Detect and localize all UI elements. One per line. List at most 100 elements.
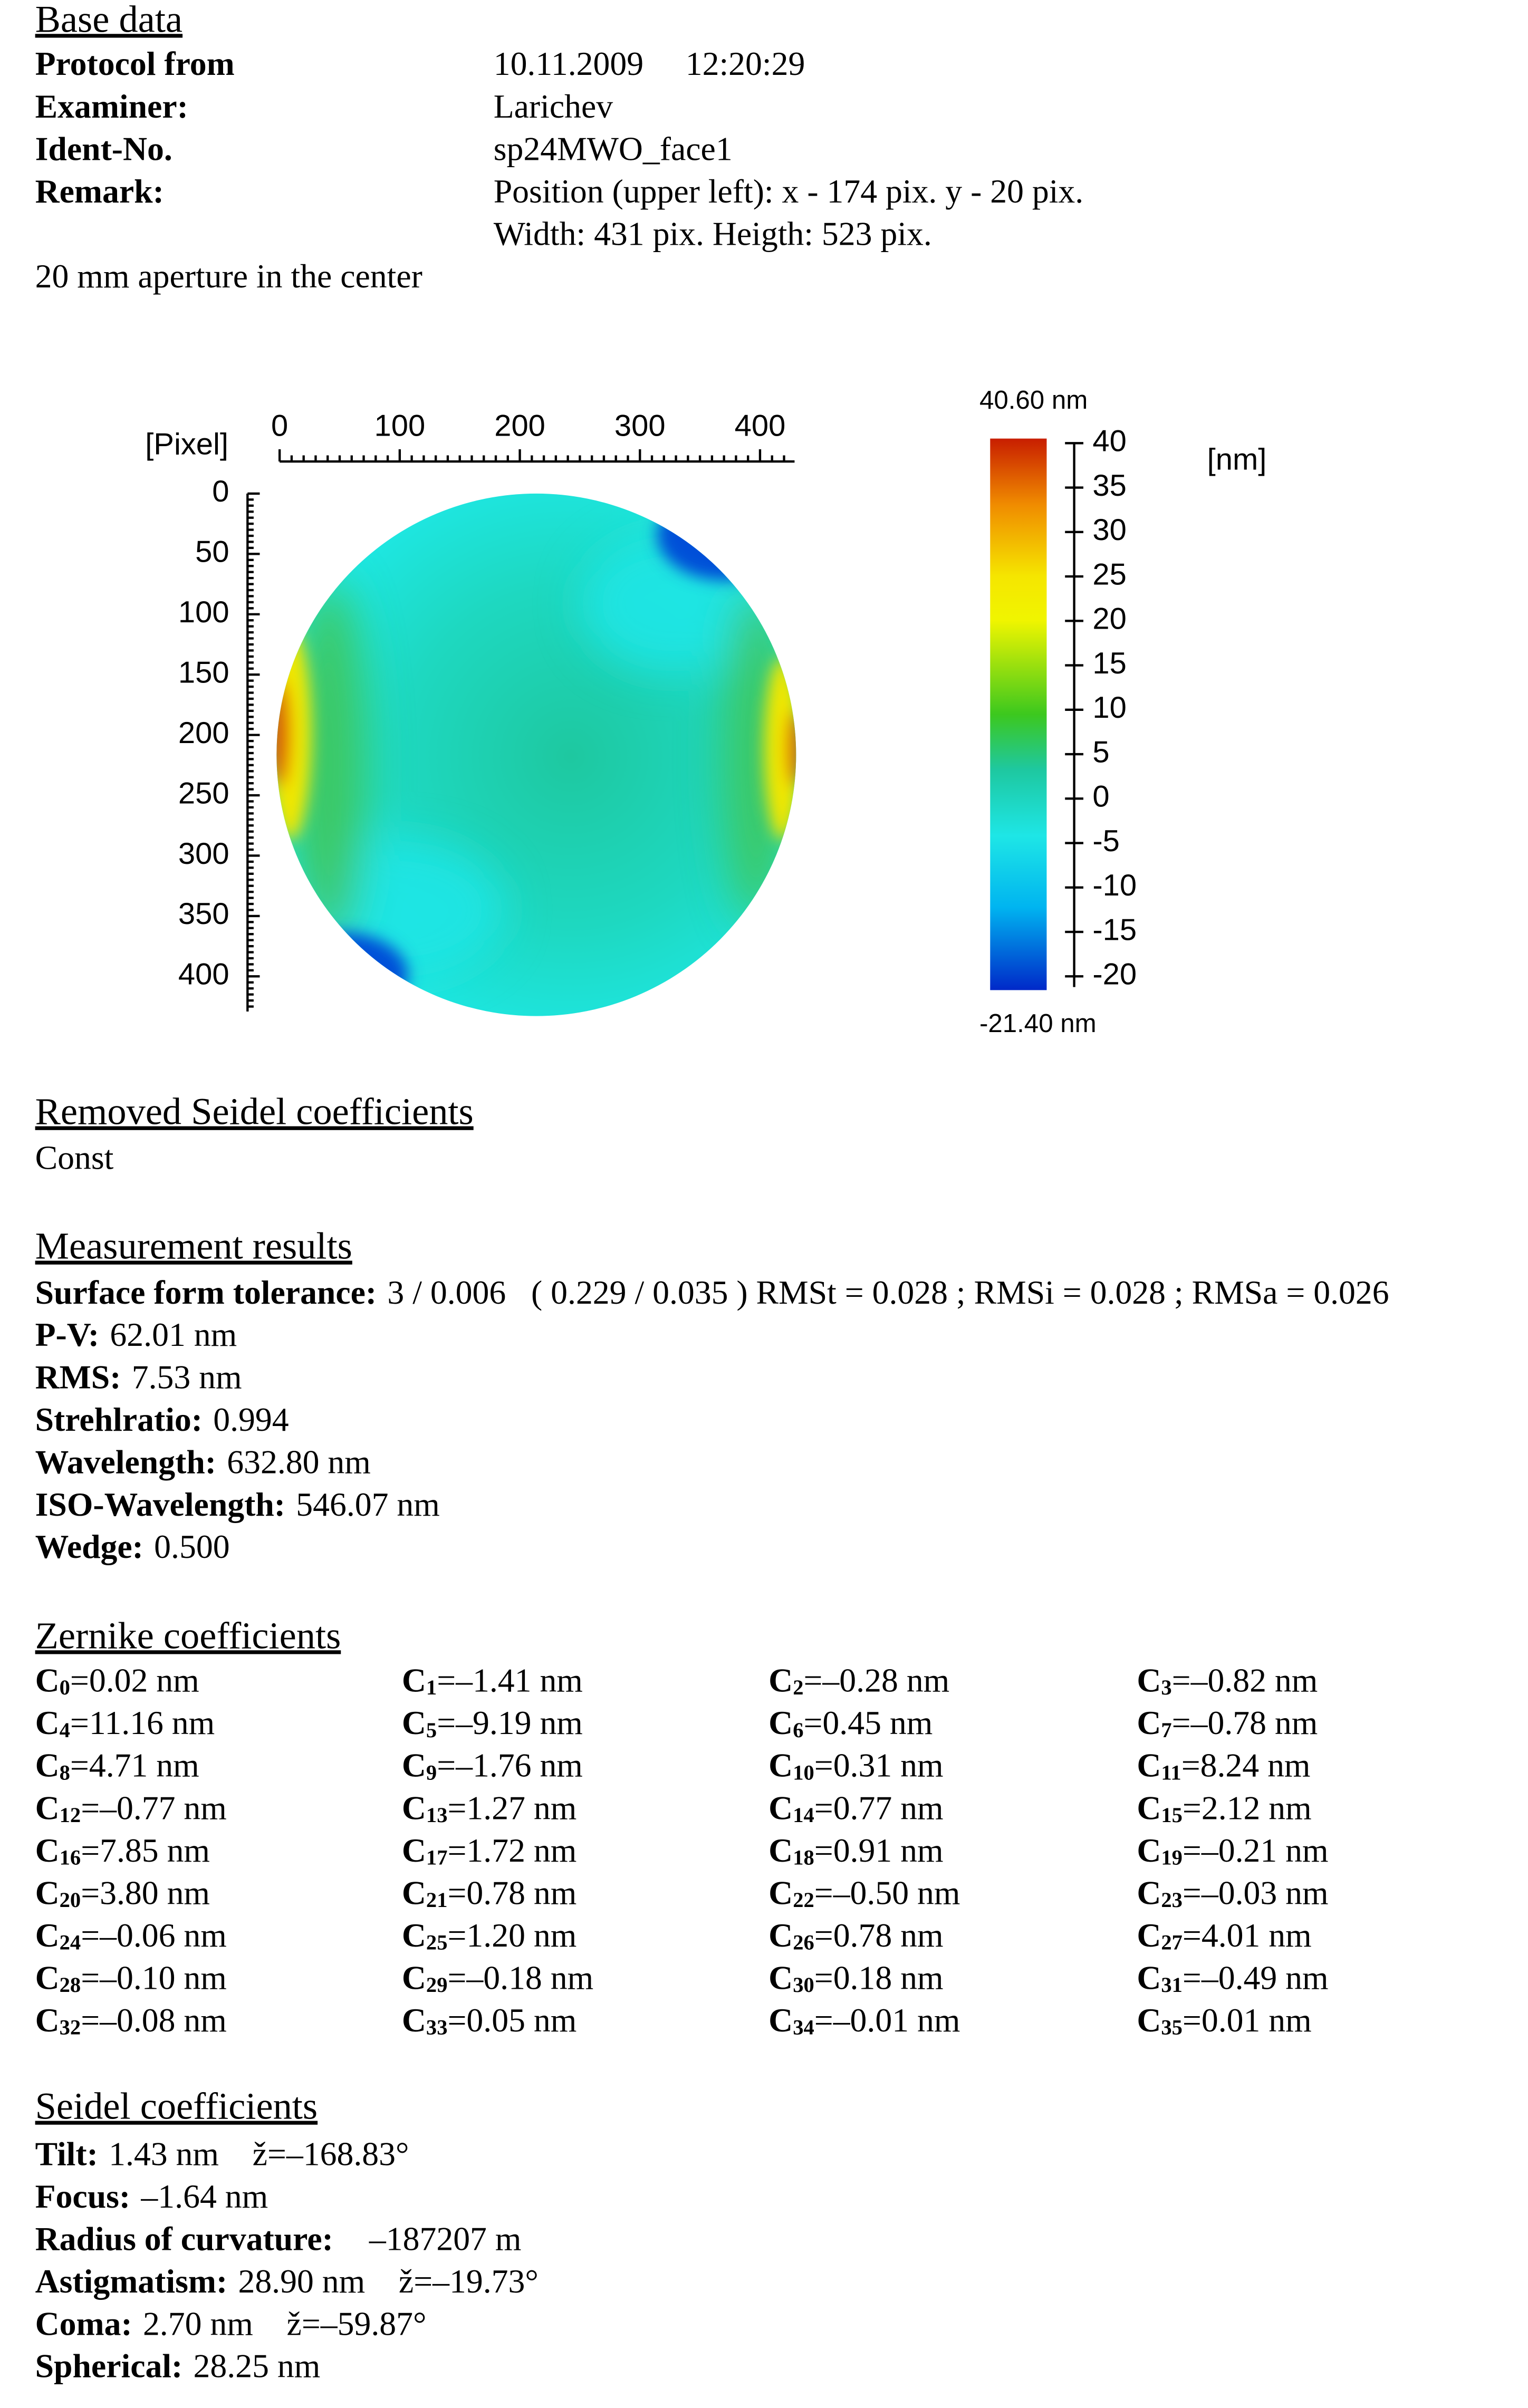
coefficient-index: 17 <box>426 1846 448 1870</box>
coefficient-value: =–1.41 nm <box>437 1661 583 1699</box>
coefficient-index: 31 <box>1161 1973 1183 1997</box>
removed-item: Const <box>35 1139 114 1177</box>
coefficient-symbol: C <box>35 1704 60 1741</box>
coefficient-value: =0.31 nm <box>814 1746 944 1784</box>
section-heading: Removed Seidel coefficients <box>35 1090 474 1133</box>
zernike-coefficient: C0=0.02 nm <box>35 1661 199 1699</box>
zernike-coefficient: C35=0.01 nm <box>1137 2001 1311 2039</box>
coefficient-value: =8.24 nm <box>1181 1746 1311 1784</box>
zernike-coefficient: C12=–0.77 nm <box>35 1789 227 1827</box>
coefficient-value: =–0.18 nm <box>447 1959 593 1996</box>
coefficient-index: 21 <box>426 1888 448 1912</box>
result-row: Focus: –1.64 nm <box>35 2178 268 2215</box>
coefficient-value: =–0.03 nm <box>1183 1874 1329 1911</box>
result-value: –1.64 nm <box>140 2178 268 2215</box>
result-value: 632.80 nm <box>227 1443 371 1480</box>
surface-map <box>276 493 796 1016</box>
result-row: Astigmatism: 28.90 nm ž=–19.73° <box>35 2262 539 2300</box>
coefficient-value: =3.80 nm <box>81 1874 210 1911</box>
axis-label: [Pixel] <box>145 427 228 461</box>
coefficient-value: =0.01 nm <box>1183 2001 1312 2039</box>
result-value: 0.500 <box>154 1528 229 1565</box>
coefficient-symbol: C <box>402 1746 426 1784</box>
result-label: Coma: <box>35 2305 132 2342</box>
coefficient-index: 34 <box>793 2016 814 2039</box>
coefficient-symbol: C <box>1137 1916 1161 1954</box>
coefficient-value: =0.91 nm <box>814 1831 944 1868</box>
coefficient-value: =–0.08 nm <box>81 2001 227 2039</box>
coefficient-symbol: C <box>402 1704 426 1741</box>
coefficient-value: =7.85 nm <box>81 1831 210 1868</box>
coefficient-index: 6 <box>793 1718 803 1742</box>
result-row: RMS: 7.53 nm <box>35 1358 242 1395</box>
result-row: Radius of curvature: –187207 m <box>35 2220 522 2257</box>
coefficient-symbol: C <box>768 1959 793 1996</box>
zernike-coefficient: C25=1.20 nm <box>402 1916 576 1954</box>
coefficient-symbol: C <box>1137 1746 1161 1784</box>
coefficient-index: 33 <box>426 2016 448 2039</box>
result-label: Strehlratio: <box>35 1401 203 1438</box>
coefficient-symbol: C <box>35 2001 60 2039</box>
colorbar-tick-label: -10 <box>1092 869 1137 902</box>
colorbar-tick-label: 0 <box>1092 780 1109 814</box>
coefficient-symbol: C <box>1137 1959 1161 1996</box>
note: 20 mm aperture in the center <box>35 257 422 295</box>
coefficient-value: =–0.06 nm <box>81 1916 227 1954</box>
coefficient-index: 32 <box>60 2016 81 2039</box>
y-tick-label: 350 <box>178 897 229 931</box>
coefficient-symbol: C <box>402 1661 426 1699</box>
coefficient-index: 19 <box>1161 1846 1183 1870</box>
coefficient-value: =0.78 nm <box>447 1874 576 1911</box>
result-value: 62.01 nm <box>110 1316 237 1353</box>
coefficient-index: 28 <box>60 1973 81 1997</box>
y-tick-label: 100 <box>178 595 229 629</box>
result-row: Tilt: 1.43 nm ž=–168.83° <box>35 2135 409 2172</box>
coefficient-value: =4.01 nm <box>1183 1916 1312 1954</box>
x-tick-label: 100 <box>374 409 426 443</box>
zernike-coefficient: C5=–9.19 nm <box>402 1704 583 1742</box>
colorbar-tick-label: -20 <box>1092 958 1137 991</box>
result-value: 3 / 0.006 ( 0.229 / 0.035 ) RMSt = 0.028… <box>387 1273 1389 1311</box>
zernike-coefficient: C7=–0.78 nm <box>1137 1704 1318 1742</box>
coefficient-index: 5 <box>426 1718 437 1742</box>
result-row: Spherical: 28.25 nm <box>35 2347 321 2384</box>
coefficient-symbol: C <box>35 1959 60 1996</box>
result-row: Strehlratio: 0.994 <box>35 1401 289 1438</box>
y-tick-label: 300 <box>178 837 229 871</box>
zernike-coefficient: C22=–0.50 nm <box>768 1874 960 1912</box>
coefficient-value: =0.45 nm <box>804 1704 933 1741</box>
section-heading: Base data <box>35 0 182 40</box>
section-heading: Measurement results <box>35 1225 352 1267</box>
coefficient-symbol: C <box>402 1831 426 1868</box>
colorbar-tick-label: -5 <box>1092 824 1120 858</box>
zernike-coefficient: C11=8.24 nm <box>1137 1746 1310 1784</box>
coefficient-index: 27 <box>1161 1931 1183 1954</box>
x-tick-label: 200 <box>494 409 545 443</box>
coefficient-value: =0.77 nm <box>814 1789 944 1826</box>
coefficient-symbol: C <box>768 1704 793 1741</box>
zernike-coefficient: C16=7.85 nm <box>35 1831 210 1869</box>
coefficient-index: 7 <box>1161 1718 1171 1742</box>
zernike-coefficient: C10=0.31 nm <box>768 1746 943 1784</box>
field-label: Protocol from <box>35 45 235 82</box>
zernike-coefficient: C28=–0.10 nm <box>35 1959 227 1997</box>
coefficient-symbol: C <box>402 1959 426 1996</box>
zernike-coefficient: C14=0.77 nm <box>768 1789 943 1827</box>
coefficient-index: 14 <box>793 1803 814 1827</box>
colorbar-tick-label: 25 <box>1092 557 1126 591</box>
y-tick-label: 250 <box>178 776 229 810</box>
coefficient-index: 29 <box>426 1973 448 1997</box>
field-value: 10.11.2009 12:20:29 <box>494 45 805 82</box>
coefficient-value: =–0.10 nm <box>81 1959 227 1996</box>
coefficient-value: =4.71 nm <box>70 1746 199 1784</box>
coefficient-value: =1.20 nm <box>447 1916 576 1954</box>
field-value: Position (upper left): x - 174 pix. y - … <box>494 172 1084 210</box>
zernike-coefficient: C23=–0.03 nm <box>1137 1874 1328 1912</box>
result-label: P-V: <box>35 1316 100 1353</box>
field-value: Larichev <box>494 88 613 125</box>
coefficient-value: =1.72 nm <box>447 1831 576 1868</box>
coefficient-index: 1 <box>426 1676 437 1700</box>
coefficient-index: 8 <box>60 1761 70 1785</box>
section-heading: Zernike coefficients <box>35 1614 341 1656</box>
y-tick-label: 200 <box>178 716 229 750</box>
